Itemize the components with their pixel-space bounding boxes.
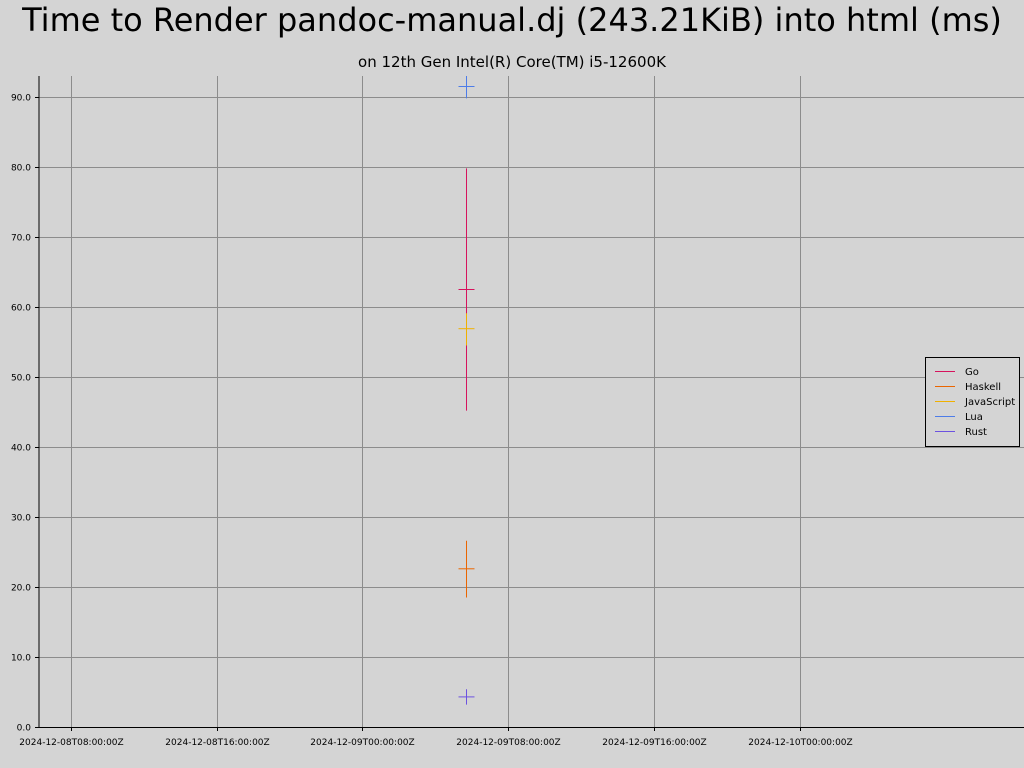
y-tick-label: 40.0 [11, 444, 31, 454]
y-ticks: 0.0 10.0 20.0 30.0 40.0 50.0 60.0 70.0 80.0 90.0 [11, 94, 39, 734]
x-tick-label: 2024-12-08T08:00:00Z [19, 738, 123, 748]
chart-title: Time to Render pandoc-manual.dj (243.21K… [22, 1, 1002, 39]
legend-label-javascript: JavaScript [964, 397, 1015, 408]
series [458, 76, 475, 705]
x-tick-label: 2024-12-09T16:00:00Z [602, 738, 706, 748]
y-tick-label: 50.0 [11, 374, 31, 384]
legend-label-lua: Lua [965, 412, 983, 423]
legend-label-haskell: Haskell [965, 382, 1001, 393]
y-tick-label: 90.0 [11, 94, 31, 104]
y-tick-label: 10.0 [11, 654, 31, 664]
y-tick-label: 20.0 [11, 584, 31, 594]
y-tick-label: 70.0 [11, 234, 31, 244]
y-tick-label: 30.0 [11, 514, 31, 524]
legend-label-rust: Rust [965, 427, 987, 438]
y-tick-label: 60.0 [11, 304, 31, 314]
grid [39, 76, 1024, 727]
x-tick-label: 2024-12-08T16:00:00Z [165, 738, 269, 748]
x-tick-label: 2024-12-10T00:00:00Z [748, 738, 852, 748]
x-ticks: 2024-12-08T08:00:00Z 2024-12-08T16:00:00Z… [19, 727, 853, 748]
y-tick-label: 0.0 [17, 724, 32, 734]
x-tick-label: 2024-12-09T08:00:00Z [456, 738, 560, 748]
x-tick-label: 2024-12-09T00:00:00Z [310, 738, 414, 748]
y-tick-label: 80.0 [11, 164, 31, 174]
legend-label-go: Go [965, 367, 979, 378]
axes [38, 76, 1024, 728]
chart-subtitle: on 12th Gen Intel(R) Core(TM) i5-12600K [358, 53, 666, 71]
legend: Go Haskell JavaScript Lua Rust [925, 357, 1020, 447]
